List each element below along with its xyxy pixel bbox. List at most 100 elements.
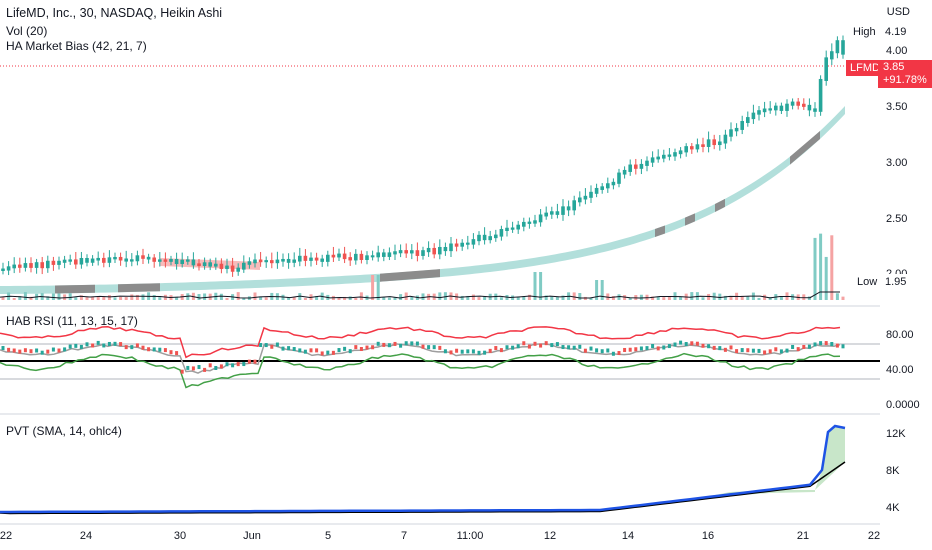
volume-bar xyxy=(477,297,481,300)
time-label: Jun xyxy=(243,530,261,542)
volume-bar xyxy=(578,293,582,300)
rsi-candle xyxy=(348,349,352,354)
candle-body xyxy=(298,255,302,262)
rsi-candle xyxy=(785,348,789,353)
rsi-candle xyxy=(544,341,548,346)
rsi-candle xyxy=(611,351,615,356)
candle-body xyxy=(23,263,28,268)
candle-body xyxy=(18,264,22,268)
volume-bar xyxy=(611,296,615,300)
candle-body xyxy=(432,247,436,255)
rsi-candle xyxy=(533,341,537,346)
volume-bar xyxy=(460,295,464,300)
rsi-candle xyxy=(796,347,800,352)
hab-legend[interactable]: HA Market Bias (42, 21, 7) xyxy=(6,39,147,53)
market-bias-segment xyxy=(655,225,665,238)
rsi-candle xyxy=(242,362,246,367)
pvt-legend[interactable]: PVT (SMA, 14, ohlc4) xyxy=(6,424,122,438)
rsi-candle xyxy=(729,345,733,350)
rsi-candle xyxy=(410,341,414,346)
candle-body xyxy=(174,258,179,265)
rsi-candle xyxy=(376,341,380,346)
candle-body xyxy=(57,260,61,265)
rsi-legend[interactable]: HAB RSI (11, 13, 15, 17) xyxy=(6,314,138,328)
volume-bar xyxy=(23,292,27,300)
volume-legend[interactable]: Vol (20) xyxy=(6,24,48,38)
candle-body xyxy=(589,191,593,198)
rsi-candle xyxy=(107,341,111,346)
volume-bar xyxy=(113,297,117,300)
candle-body xyxy=(421,250,425,256)
volume-bar xyxy=(124,297,128,300)
market-bias-segment xyxy=(55,284,95,294)
rsi-candle xyxy=(40,350,44,355)
candle-body xyxy=(225,265,229,270)
volume-bar xyxy=(264,297,268,300)
rsi-candle xyxy=(516,344,520,349)
rsi-candle xyxy=(259,343,263,348)
volume-bar xyxy=(57,293,61,300)
candle-body xyxy=(762,108,767,113)
rsi-candle xyxy=(527,344,531,349)
candle-body xyxy=(471,239,476,245)
volume-bar xyxy=(595,280,599,300)
volume-bar xyxy=(135,294,139,300)
rsi-candle xyxy=(819,341,823,346)
rsi-candle xyxy=(415,341,419,346)
rsi-candle xyxy=(91,343,95,348)
volume-bar xyxy=(483,296,487,300)
candle-body xyxy=(382,252,386,257)
candle-body xyxy=(96,257,100,261)
volume-bar xyxy=(85,297,89,300)
rsi-candle xyxy=(337,348,341,353)
volume-bar xyxy=(471,294,475,300)
candle-body xyxy=(561,206,565,215)
volume-bar xyxy=(701,297,705,300)
rsi-candle xyxy=(589,346,593,351)
candle-body xyxy=(242,262,246,270)
rsi-candle xyxy=(387,343,391,348)
rsi-candle xyxy=(287,346,291,351)
rsi-candle xyxy=(746,348,750,353)
time-label: 22 xyxy=(867,530,881,542)
rsi-candle xyxy=(662,345,666,350)
candle-body xyxy=(673,152,677,157)
volume-bar xyxy=(141,294,145,300)
currency-label[interactable]: USD xyxy=(886,6,910,18)
rsi-candle xyxy=(841,344,845,349)
candle-body xyxy=(505,227,509,231)
time-label: 14 xyxy=(621,530,635,542)
rsi-candle xyxy=(684,342,688,347)
candle-body xyxy=(813,108,817,112)
candle-body xyxy=(594,187,599,194)
candle-body xyxy=(6,266,11,271)
volume-bar xyxy=(583,296,587,300)
market-bias-segment xyxy=(380,269,440,282)
rsi-candle xyxy=(102,343,106,348)
rsi-candle xyxy=(477,350,481,355)
candle-body xyxy=(566,206,571,211)
rsi-candle xyxy=(634,347,638,352)
rsi-candle xyxy=(679,340,683,345)
candle-body xyxy=(835,40,840,54)
candle-body xyxy=(449,243,453,252)
pvt-tick: 12K xyxy=(886,428,906,440)
candle-body xyxy=(516,224,520,230)
candle-body xyxy=(617,172,621,184)
rsi-candle xyxy=(203,367,207,372)
volume-bar xyxy=(1,296,5,300)
candle-body xyxy=(454,243,459,247)
candle-body xyxy=(124,258,128,262)
candle-body xyxy=(499,228,504,237)
volume-ma-line xyxy=(0,291,840,299)
candle-body xyxy=(768,108,772,111)
candle-body xyxy=(118,256,123,261)
rsi-candle xyxy=(175,351,179,356)
volume-bar xyxy=(421,293,425,300)
rsi-candle xyxy=(57,348,61,353)
candle-body xyxy=(214,263,218,267)
volume-bar xyxy=(287,297,291,300)
rsi-candle xyxy=(600,349,604,354)
candle-body xyxy=(359,253,364,260)
